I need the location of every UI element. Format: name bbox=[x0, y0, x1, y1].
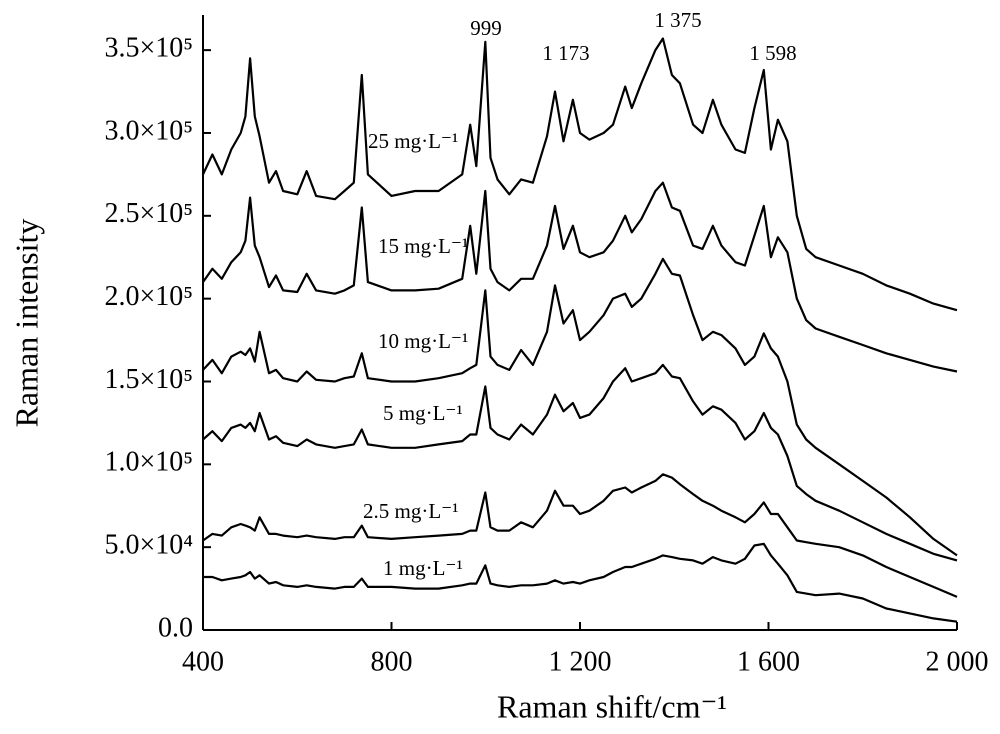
peak-annotation: 1 598 bbox=[749, 41, 796, 65]
series-label: 1 mg·L⁻¹ bbox=[383, 556, 463, 580]
peak-annotation: 1 173 bbox=[542, 41, 589, 65]
y-tick-label: 1.0×10⁵ bbox=[104, 447, 193, 478]
series-line bbox=[202, 257, 958, 557]
x-axis-title: Raman shift/cm⁻¹ bbox=[497, 688, 727, 724]
series-line bbox=[202, 473, 958, 598]
y-tick-label: 2.0×10⁵ bbox=[104, 281, 193, 312]
series-label: 2.5 mg·L⁻¹ bbox=[363, 499, 459, 523]
peak-annotation: 999 bbox=[470, 16, 502, 40]
series-label: 5 mg·L⁻¹ bbox=[383, 401, 463, 425]
series-line bbox=[202, 37, 958, 312]
y-tick-label: 0.0 bbox=[158, 612, 193, 643]
x-tick-label: 1 600 bbox=[737, 646, 800, 677]
x-tick-label: 2 000 bbox=[926, 646, 989, 677]
y-tick-label: 3.5×10⁵ bbox=[104, 33, 193, 64]
peak-annotation: 1 375 bbox=[654, 8, 701, 32]
x-tick-label: 1 200 bbox=[549, 646, 612, 677]
series-line bbox=[203, 542, 958, 623]
x-tick-label: 800 bbox=[371, 646, 413, 677]
y-tick-label: 2.5×10⁵ bbox=[104, 198, 193, 229]
series-label: 25 mg·L⁻¹ bbox=[368, 129, 458, 153]
series-label: 15 mg·L⁻¹ bbox=[378, 234, 468, 258]
y-tick-label: 3.0×10⁵ bbox=[104, 115, 193, 146]
y-axis-title: Raman intensity bbox=[8, 219, 44, 428]
series-label: 10 mg·L⁻¹ bbox=[378, 329, 468, 353]
y-tick-label: 5.0×10⁴ bbox=[104, 530, 193, 561]
x-tick-label: 400 bbox=[182, 646, 224, 677]
series-line bbox=[202, 363, 958, 562]
y-tick-label: 1.5×10⁵ bbox=[104, 364, 193, 395]
series-line bbox=[202, 181, 958, 373]
